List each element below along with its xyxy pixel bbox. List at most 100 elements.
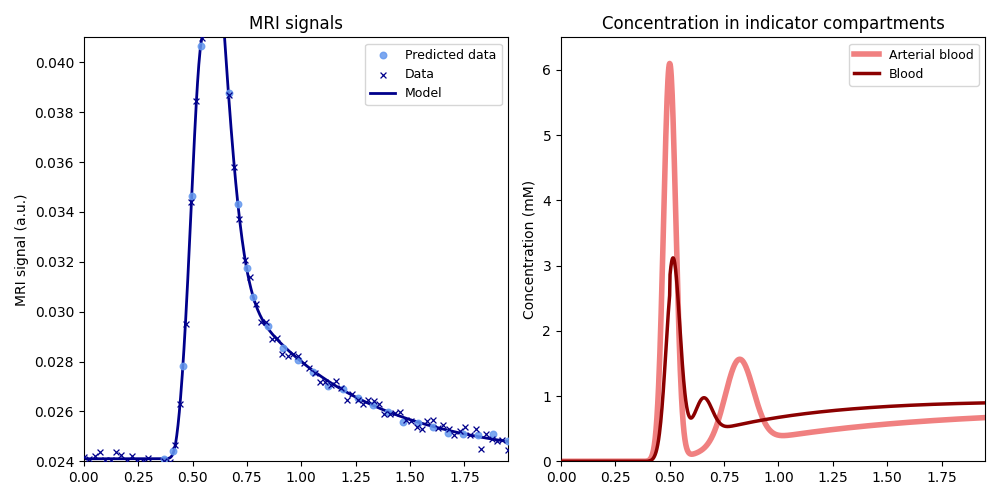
Line: Model: Model (84, 0, 508, 459)
Predicted data (175, 362, 191, 370)
Y-axis label: Concentration (mM): Concentration (mM) (523, 180, 537, 319)
Data (264, 334, 280, 342)
Data (97, 456, 113, 464)
Data (403, 417, 419, 425)
Data (328, 378, 344, 386)
Predicted data (335, 386, 351, 394)
Data (124, 452, 140, 460)
Arterial blood (894, 420, 906, 426)
Y-axis label: MRI signal (a.u.): MRI signal (a.u.) (15, 193, 29, 306)
Data (419, 417, 435, 425)
Predicted data (365, 402, 381, 409)
Data (494, 436, 510, 444)
Data (253, 318, 269, 326)
Data (167, 441, 183, 449)
Data (350, 396, 366, 404)
Blood (727, 423, 739, 429)
Data (392, 408, 408, 416)
Blood (667, 255, 679, 261)
Data (221, 91, 237, 99)
Data (296, 359, 312, 367)
Data (248, 300, 264, 308)
Data (312, 378, 328, 386)
Data (376, 410, 392, 418)
Predicted data (485, 430, 501, 438)
Predicted data (245, 293, 261, 301)
Data (231, 216, 247, 224)
Data (435, 420, 451, 428)
Predicted data (470, 432, 486, 440)
Data (468, 425, 484, 433)
Data (478, 430, 494, 438)
Predicted data (193, 42, 209, 50)
Data (323, 381, 339, 389)
Data (344, 390, 360, 398)
Data (452, 428, 468, 436)
Blood (598, 458, 610, 464)
Data (215, 22, 231, 30)
Data (425, 416, 441, 424)
Legend: Predicted data, Data, Model: Predicted data, Data, Model (365, 44, 502, 105)
Data (441, 425, 457, 433)
Data (382, 410, 398, 418)
Data (339, 396, 355, 404)
Predicted data (184, 192, 200, 200)
Predicted data (455, 430, 471, 438)
Data (285, 350, 301, 358)
Data (178, 320, 194, 328)
Model (121, 456, 133, 462)
Predicted data (440, 428, 456, 436)
Data (156, 458, 172, 466)
Data (409, 422, 425, 430)
Line: Blood: Blood (561, 258, 985, 462)
Arterial blood (979, 414, 991, 420)
Data (81, 456, 97, 464)
Data (387, 409, 403, 417)
Data (317, 378, 333, 386)
Predicted data (350, 394, 366, 402)
Predicted data (156, 456, 172, 464)
Legend: Arterial blood, Blood: Arterial blood, Blood (849, 44, 979, 86)
Data (226, 163, 242, 171)
Data (129, 457, 145, 465)
Data (333, 384, 349, 392)
Model (502, 438, 514, 444)
Data (113, 452, 129, 460)
Data (430, 424, 446, 432)
Data (237, 256, 253, 264)
Data (258, 318, 274, 326)
Data (188, 96, 204, 104)
Data (301, 364, 317, 372)
Data (500, 446, 516, 454)
Data (172, 400, 188, 408)
Data (489, 437, 505, 445)
Blood (742, 420, 754, 426)
Predicted data (320, 382, 336, 390)
Predicted data (230, 200, 246, 207)
Predicted data (290, 356, 306, 364)
Data (151, 462, 167, 470)
Data (140, 454, 156, 462)
Data (307, 369, 323, 377)
Arterial blood (727, 366, 739, 372)
Title: MRI signals: MRI signals (249, 15, 343, 33)
Model (265, 330, 277, 336)
Predicted data (221, 89, 237, 97)
Data (108, 448, 124, 456)
Data (360, 396, 376, 404)
Predicted data (500, 437, 516, 445)
Data (76, 452, 92, 460)
Model (416, 420, 428, 426)
Model (250, 302, 262, 308)
Data (119, 457, 135, 465)
Data (162, 458, 178, 466)
Predicted data (425, 424, 441, 432)
Data (135, 457, 151, 465)
Predicted data (260, 322, 276, 330)
Predicted data (410, 420, 426, 428)
Predicted data (275, 344, 291, 352)
Data (183, 198, 199, 206)
Data (274, 350, 290, 358)
Arterial blood (886, 420, 898, 426)
Predicted data (305, 368, 321, 376)
